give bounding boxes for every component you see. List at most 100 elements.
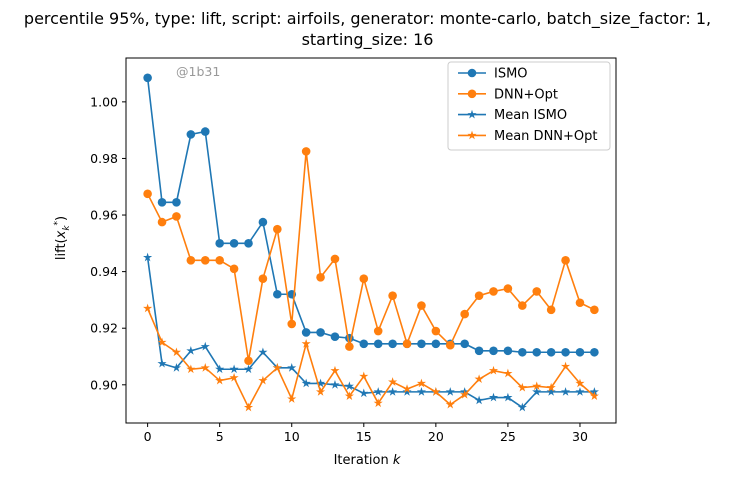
- y-tick-label: 1.00: [90, 94, 118, 109]
- x-tick-label: 30: [572, 429, 588, 444]
- data-point: [388, 291, 397, 300]
- data-point: [373, 398, 383, 408]
- data-point: [488, 392, 499, 402]
- data-point: [575, 298, 585, 308]
- data-point: [186, 130, 196, 139]
- data-point: [243, 364, 254, 374]
- legend-item: Mean ISMO: [458, 108, 567, 123]
- data-point: [157, 217, 167, 227]
- watermark: @1b31: [176, 64, 220, 79]
- data-point: [157, 358, 167, 368]
- x-tick-label: 0: [144, 429, 152, 444]
- data-point: [575, 347, 585, 357]
- data-point: [272, 363, 282, 372]
- data-point: [388, 387, 398, 396]
- legend-marker: [467, 130, 477, 140]
- data-point: [589, 391, 599, 400]
- series-dnn-opt: [143, 147, 599, 366]
- legend-label: DNN+Opt: [494, 87, 558, 102]
- series-ismo: [143, 73, 599, 357]
- data-point: [489, 346, 498, 356]
- data-point: [344, 391, 354, 400]
- data-point: [388, 377, 398, 386]
- data-point: [316, 272, 325, 282]
- data-point: [546, 382, 556, 392]
- data-point: [273, 289, 282, 299]
- data-point: [359, 371, 369, 381]
- data-point: [330, 365, 340, 375]
- data-point: [532, 387, 542, 396]
- data-point: [215, 256, 224, 265]
- data-point: [143, 303, 153, 313]
- data-point: [431, 339, 441, 349]
- data-point: [561, 256, 570, 265]
- x-tick-label: 5: [216, 429, 224, 444]
- data-point: [172, 198, 181, 207]
- x-tick-label: 20: [428, 429, 444, 444]
- series-mean-ismo: [143, 252, 599, 412]
- data-point: [518, 347, 527, 357]
- data-point: [546, 347, 556, 357]
- data-point: [575, 387, 585, 396]
- data-point: [575, 378, 585, 388]
- data-point: [590, 305, 599, 315]
- legend-label: Mean ISMO: [494, 108, 567, 123]
- data-point: [561, 347, 570, 357]
- data-point: [532, 347, 542, 357]
- data-point: [359, 339, 369, 349]
- x-tick-label: 10: [284, 429, 300, 444]
- y-tick-label: 0.94: [90, 264, 118, 279]
- data-point: [460, 309, 469, 319]
- data-point: [301, 338, 311, 348]
- data-point: [229, 364, 239, 374]
- data-point: [244, 239, 253, 248]
- chart-title-line2: starting_size: 16: [302, 30, 434, 50]
- data-point: [330, 254, 340, 264]
- data-point: [474, 291, 484, 300]
- legend-item: Mean DNN+Opt: [458, 129, 598, 144]
- data-point: [301, 328, 311, 337]
- data-point: [258, 375, 268, 385]
- data-point: [402, 384, 412, 393]
- data-point: [157, 337, 167, 347]
- data-point: [143, 73, 152, 83]
- x-tick-label: 25: [500, 429, 516, 444]
- data-point: [518, 301, 527, 310]
- data-point: [273, 224, 282, 234]
- data-point: [345, 342, 354, 351]
- data-point: [215, 375, 225, 385]
- data-point: [445, 387, 455, 396]
- data-point: [287, 394, 297, 403]
- legend-box: [447, 61, 611, 151]
- legend-item: DNN+Opt: [458, 87, 558, 102]
- data-point: [215, 364, 225, 374]
- data-point: [258, 274, 268, 283]
- data-point: [316, 328, 325, 337]
- data-point: [474, 346, 484, 356]
- data-point: [157, 198, 167, 207]
- data-point: [229, 372, 239, 382]
- data-point: [200, 127, 210, 136]
- legend-marker: [467, 68, 477, 78]
- data-point: [243, 402, 254, 412]
- data-point: [359, 388, 369, 398]
- data-point: [373, 339, 383, 349]
- legend-marker: [467, 89, 477, 99]
- plot-area: 0 5 10 15 20 25 30 0.90 0.92 0.94 0.96 0.98 1.00: [90, 57, 617, 444]
- data-point: [229, 239, 239, 248]
- data-point: [474, 395, 484, 405]
- data-point: [388, 339, 397, 349]
- data-point: [315, 387, 326, 396]
- data-point: [431, 326, 441, 336]
- data-point: [186, 256, 196, 265]
- data-point: [417, 339, 426, 349]
- data-point: [171, 347, 182, 357]
- data-point: [560, 387, 571, 396]
- data-point: [143, 252, 153, 262]
- data-point: [200, 341, 210, 351]
- data-point: [503, 392, 513, 402]
- x-tick-label: 15: [356, 429, 372, 444]
- axes-frame: [125, 57, 617, 424]
- legend-marker: [467, 109, 477, 119]
- y-tick-label: 0.96: [90, 208, 118, 223]
